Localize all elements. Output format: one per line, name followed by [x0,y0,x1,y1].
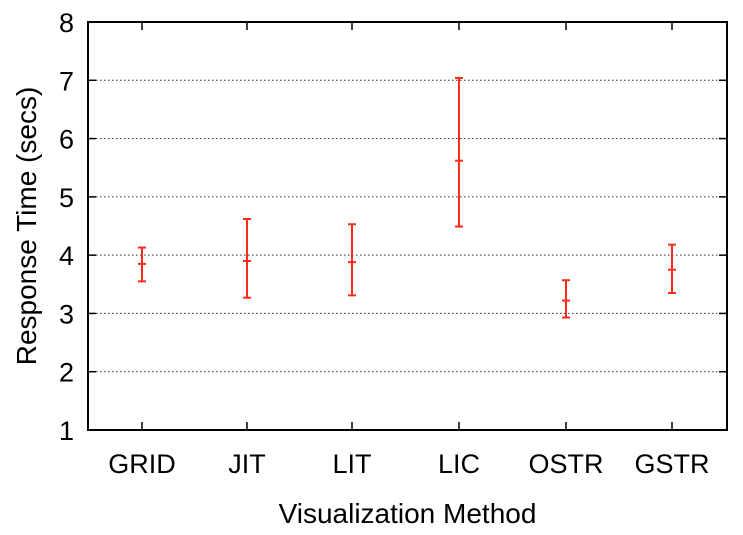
y-tick-label: 7 [59,66,74,96]
error-bar-grid [138,246,146,283]
error-bar-lic [455,76,463,228]
y-tick-label: 4 [59,241,74,271]
x-axis-title: Visualization Method [279,498,537,529]
error-bar-gstr [668,243,676,295]
y-axis-title: Response Time (secs) [11,87,42,366]
y-tick-label: 3 [59,299,74,329]
error-bar-lit [348,223,356,297]
y-tick-label: 2 [59,358,74,388]
x-tick-label: OSTR [528,449,603,479]
error-bar-ostr [562,279,570,319]
x-tick-label: LIC [438,449,480,479]
gridlines [88,79,727,373]
y-tick-label: 8 [59,8,74,38]
x-tick-label: LIT [332,449,371,479]
error-bars [138,76,676,319]
y-tick-label: 5 [59,183,74,213]
y-tick-label: 1 [59,416,74,446]
error-bar-jit [243,218,251,299]
x-tick-label: GRID [108,449,176,479]
y-axis-ticks: 1 2 3 4 5 6 7 8 [59,8,727,446]
x-tick-label: JIT [228,449,266,479]
plot-frame [87,21,728,431]
y-tick-label: 6 [59,125,74,155]
x-axis-ticks: GRID JIT LIT LIC OSTR GSTR [108,22,710,479]
x-tick-label: GSTR [634,449,709,479]
